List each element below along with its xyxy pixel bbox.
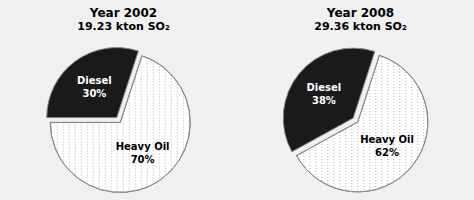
svg-text:70%: 70% (131, 154, 155, 165)
svg-text:38%: 38% (312, 95, 336, 106)
svg-text:19.23 kton SO₂: 19.23 kton SO₂ (77, 20, 170, 33)
svg-text:30%: 30% (82, 88, 106, 99)
svg-text:Year 2002: Year 2002 (89, 6, 157, 20)
svg-text:Year 2008: Year 2008 (326, 6, 394, 20)
svg-text:62%: 62% (375, 147, 399, 158)
svg-text:Heavy Oil: Heavy Oil (360, 134, 414, 145)
svg-text:29.36 kton SO₂: 29.36 kton SO₂ (314, 20, 407, 33)
svg-text:Diesel: Diesel (77, 75, 112, 86)
svg-text:Heavy Oil: Heavy Oil (116, 141, 170, 152)
svg-text:Diesel: Diesel (307, 82, 342, 93)
